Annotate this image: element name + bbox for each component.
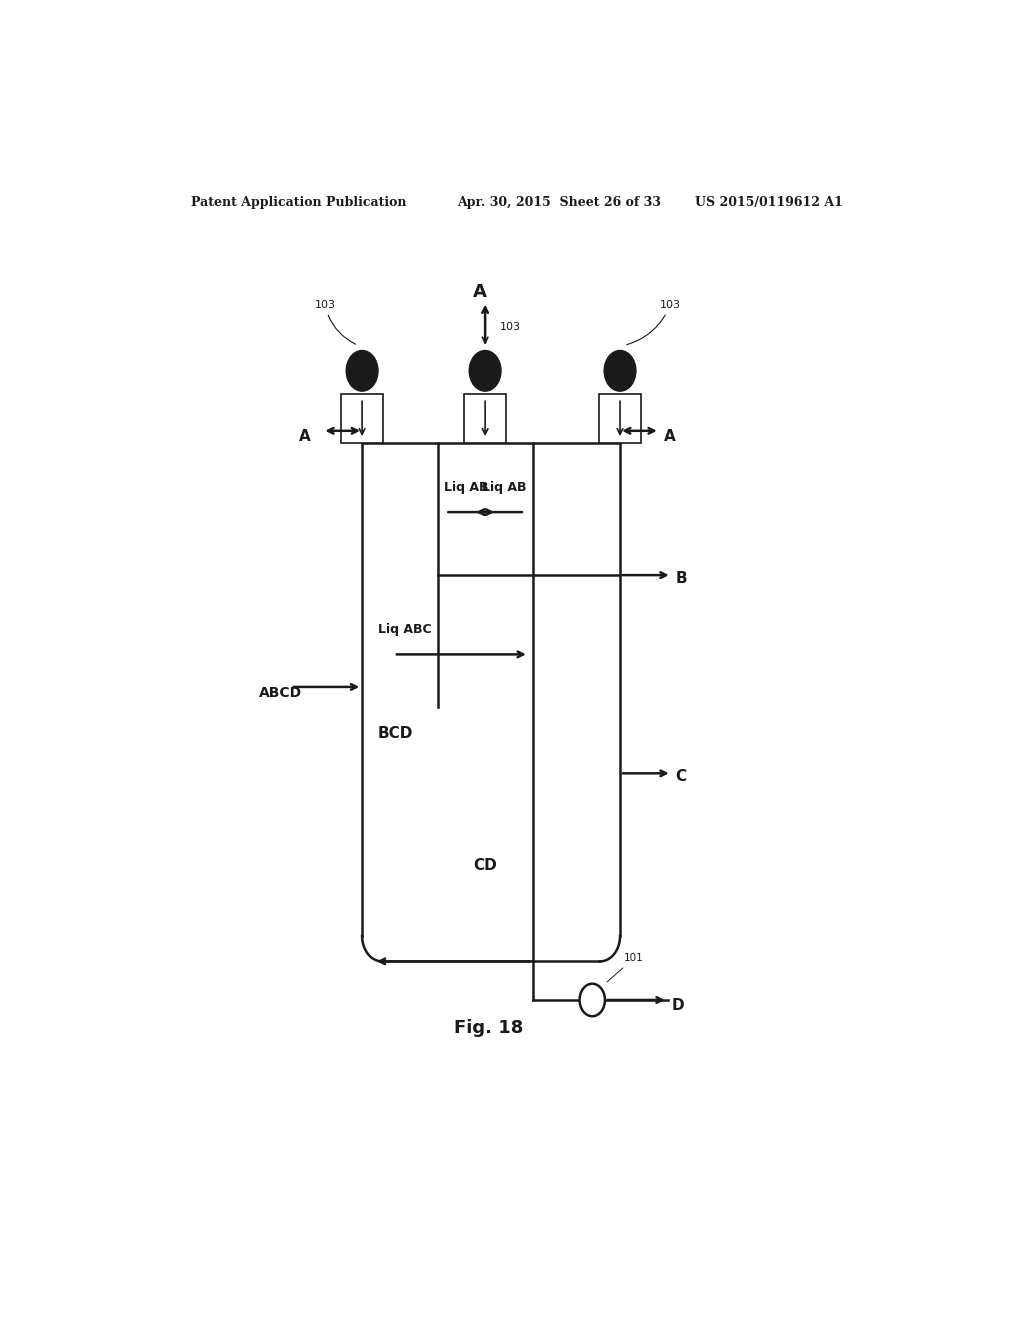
Text: Liq AB: Liq AB bbox=[443, 480, 488, 494]
Bar bbox=[465, 395, 506, 444]
Circle shape bbox=[604, 351, 636, 391]
Text: Fig. 18: Fig. 18 bbox=[455, 1019, 523, 1036]
Text: Liq ABC: Liq ABC bbox=[378, 623, 431, 636]
Text: D: D bbox=[672, 998, 684, 1014]
Text: Liq AB: Liq AB bbox=[482, 480, 526, 494]
Text: 101: 101 bbox=[607, 953, 644, 982]
Text: A: A bbox=[664, 429, 676, 444]
Text: US 2015/0119612 A1: US 2015/0119612 A1 bbox=[695, 195, 844, 209]
Bar bbox=[599, 395, 641, 444]
Text: C: C bbox=[676, 770, 687, 784]
Circle shape bbox=[346, 351, 378, 391]
Text: ABCD: ABCD bbox=[259, 686, 302, 700]
Text: A: A bbox=[472, 282, 486, 301]
Text: 103: 103 bbox=[500, 322, 520, 333]
Text: Apr. 30, 2015  Sheet 26 of 33: Apr. 30, 2015 Sheet 26 of 33 bbox=[458, 195, 662, 209]
Text: Patent Application Publication: Patent Application Publication bbox=[191, 195, 407, 209]
Text: B: B bbox=[676, 572, 687, 586]
Text: BCD: BCD bbox=[378, 726, 414, 741]
Text: 103: 103 bbox=[627, 300, 681, 345]
Text: CD: CD bbox=[473, 858, 497, 873]
Text: A: A bbox=[299, 429, 310, 444]
Bar bbox=[341, 395, 383, 444]
Circle shape bbox=[580, 983, 605, 1016]
Text: 103: 103 bbox=[314, 300, 355, 345]
Circle shape bbox=[469, 351, 501, 391]
